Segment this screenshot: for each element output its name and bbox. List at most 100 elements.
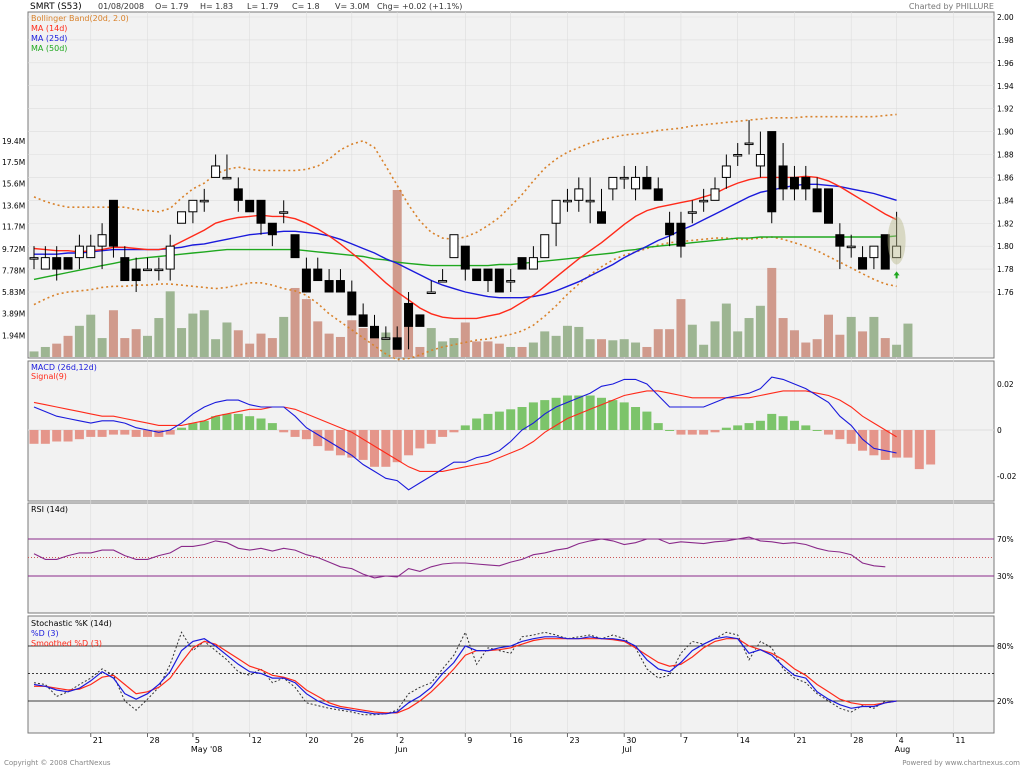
- macd-histogram-bar: [245, 416, 255, 430]
- legend-macd: MACD (26d,12d): [31, 363, 97, 372]
- macd-tick-label: 0: [997, 426, 1002, 435]
- macd-histogram-bar: [97, 430, 107, 437]
- candle-body: [358, 314, 368, 327]
- powered-by-label: Powered by www.chartnexus.com: [902, 759, 1020, 767]
- volume-bar: [29, 351, 39, 357]
- volume-tick-label: 15.6M: [2, 179, 25, 188]
- change-label: Chg= +0.02 (+1.1%): [377, 2, 462, 11]
- candle-body: [551, 199, 561, 224]
- volume-bar: [108, 310, 118, 357]
- volume-bar: [131, 329, 141, 357]
- candle-body: [97, 234, 107, 247]
- macd-histogram-bar: [710, 430, 720, 433]
- macd-histogram-bar: [880, 430, 890, 460]
- month-label: Jul: [621, 745, 632, 754]
- macd-histogram-bar: [40, 430, 50, 444]
- volume-bar: [608, 340, 618, 357]
- candle-body: [438, 280, 448, 283]
- stoch-k-line: [33, 631, 897, 716]
- macd-histogram-bar: [177, 427, 187, 430]
- candle-body: [585, 199, 595, 203]
- volume-bar: [188, 313, 198, 357]
- macd-histogram-bar: [585, 395, 595, 430]
- date-tick-label: 16: [513, 736, 523, 745]
- macd-histogram-bar: [869, 430, 879, 456]
- volume-bar: [812, 339, 822, 357]
- candle-body: [404, 302, 414, 327]
- candle-body: [631, 176, 641, 190]
- legend-signal: Signal(9): [31, 372, 67, 381]
- volume-tick-label: 7.78M: [2, 266, 25, 275]
- volume-bar: [562, 325, 572, 357]
- candle-body: [801, 176, 811, 190]
- volume-bar: [528, 342, 538, 357]
- volume-bar: [631, 342, 641, 357]
- date-tick-label: 14: [740, 736, 750, 745]
- candle-body: [460, 245, 470, 270]
- macd-histogram-bar: [52, 430, 62, 442]
- volume-bar: [358, 328, 368, 357]
- candle-body: [63, 257, 73, 270]
- macd-histogram-bar: [721, 427, 731, 430]
- candle-body: [301, 268, 311, 293]
- macd-histogram-bar: [824, 430, 833, 435]
- volume-bar: [143, 335, 152, 357]
- macd-histogram-bar: [926, 430, 936, 465]
- candle-body: [676, 222, 686, 247]
- volume-bar: [733, 331, 743, 357]
- candle-body: [449, 234, 459, 259]
- open-label: O= 1.79: [155, 2, 188, 11]
- volume-bar: [506, 346, 516, 357]
- candle-body: [699, 199, 709, 203]
- volume-bar: [835, 334, 845, 357]
- price-tick-label: 1.92: [997, 105, 1014, 114]
- macd-histogram-bar: [551, 397, 561, 430]
- macd-histogram-bar: [29, 430, 39, 444]
- macd-histogram-bar: [335, 430, 345, 456]
- macd-histogram-bar: [846, 430, 856, 444]
- volume-bar: [801, 342, 811, 357]
- volume-bar: [846, 316, 856, 357]
- macd-histogram-bar: [143, 430, 152, 437]
- macd-histogram-bar: [415, 430, 425, 449]
- macd-histogram-bar: [74, 430, 84, 440]
- candle-body: [370, 325, 379, 339]
- macd-histogram-bar: [540, 400, 550, 430]
- candle-body: [687, 211, 697, 214]
- legend-stoch-d: %D (3): [31, 629, 59, 638]
- macd-histogram-bar: [233, 413, 243, 430]
- candle-body: [778, 165, 788, 190]
- price-tick-label: 1.94: [997, 82, 1014, 91]
- macd-histogram-bar: [914, 430, 924, 470]
- volume-bar: [755, 305, 765, 357]
- macd-histogram-bar: [619, 402, 629, 430]
- candle-body: [710, 188, 720, 201]
- rsi-tick-label: 70%: [997, 535, 1014, 544]
- candle-body: [744, 142, 754, 146]
- price-tick-label: 1.90: [997, 128, 1014, 137]
- volume-bar: [301, 299, 311, 357]
- volume-label: V= 3.0M: [335, 2, 369, 11]
- volume-bar: [199, 310, 209, 357]
- high-label: H= 1.83: [200, 2, 233, 11]
- volume-bar: [699, 344, 709, 357]
- macd-histogram-bar: [892, 430, 902, 458]
- volume-tick-label: 11.7M: [2, 223, 25, 232]
- volume-tick-label: 1.94M: [2, 331, 25, 340]
- candle-body: [245, 199, 255, 213]
- macd-histogram-bar: [188, 423, 198, 430]
- macd-histogram-bar: [392, 430, 402, 463]
- volume-tick-label: 17.5M: [2, 158, 25, 167]
- macd-histogram-bar: [108, 430, 118, 435]
- price-tick-label: 1.78: [997, 265, 1014, 274]
- volume-bar: [642, 346, 652, 357]
- macd-histogram-bar: [506, 409, 516, 430]
- candle-body: [211, 165, 221, 178]
- candle-body: [256, 199, 266, 224]
- candle-body: [108, 199, 118, 247]
- candle-body: [494, 268, 504, 293]
- volume-bar: [438, 341, 448, 357]
- volume-bar: [540, 331, 550, 357]
- candle-body: [415, 314, 425, 327]
